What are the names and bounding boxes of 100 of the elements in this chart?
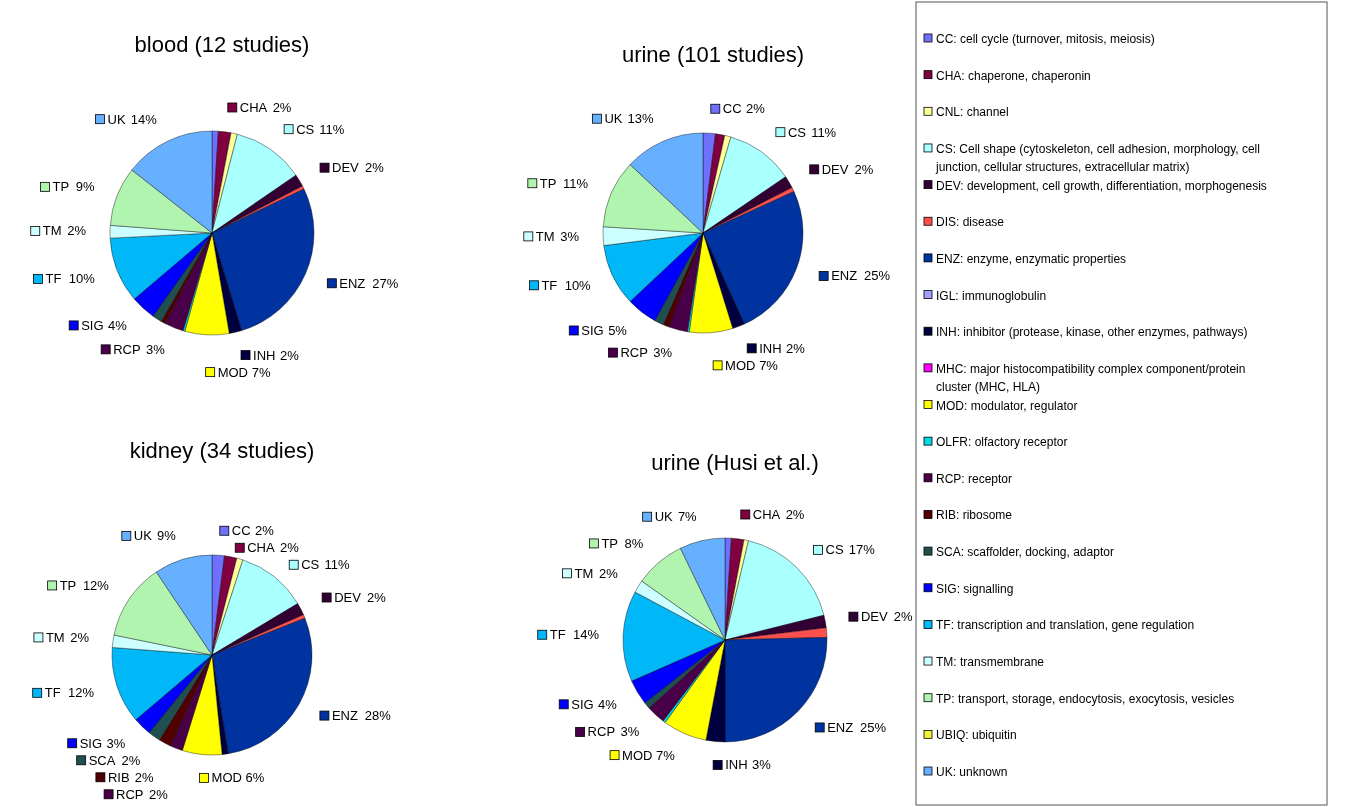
legend-label: CHA [247,540,276,556]
legend-label: TP [59,577,77,593]
data-label: 11% [319,121,345,137]
category-label: SCA: scaffolder, docking, adaptor [936,545,1114,560]
legend-label: ENZ [331,708,358,724]
legend-label: TM [42,223,62,239]
data-label: 25% [863,268,891,284]
legend-label: UK [133,528,153,544]
legend-label: TF [541,277,558,293]
legend-label: UK [654,509,674,525]
data-label: 2% [280,540,300,556]
data-label: 10% [564,277,592,293]
data-label: 2% [148,786,169,802]
data-label: 9% [75,179,95,195]
data-label: 2% [786,340,806,356]
legend-label: RCP [113,341,141,357]
legend-label: SIG [81,317,104,333]
data-label: 2% [279,347,300,363]
legend-label: MOD [211,770,242,786]
data-label: 4% [598,696,618,712]
legend-label: MOD [622,747,653,763]
legend-label: MOD [217,364,249,380]
category-label: ENZ: enzyme, enzymatic properties [936,251,1127,266]
data-label: 14% [130,111,158,127]
legend-label: RIB [107,769,130,785]
legend-label: ENZ [831,268,858,284]
legend-label: DEV [860,609,888,625]
legend-label: SCA [88,752,116,768]
data-label: 28% [364,708,392,724]
chart-title: blood (12 studies) [134,32,310,57]
legend-label: DEV [332,160,360,176]
legend-label: SIG [79,735,103,751]
category-label: DIS: disease [936,215,1005,230]
legend-label: ENZ [339,275,366,291]
data-label: 25% [860,719,887,735]
data-label: 2% [366,590,387,606]
data-label: 11% [811,124,837,140]
legend-label: INH [759,340,782,356]
legend-label: CC [231,523,251,539]
data-label: 14% [572,627,600,643]
data-label: 27% [372,275,399,291]
data-label: 2% [134,769,155,785]
data-label: 2% [364,160,385,176]
data-label: 2% [70,629,90,645]
legend-label: CS [787,124,807,140]
chart-title: urine (Husi et al.) [651,450,819,475]
legend-label: MOD [725,357,756,373]
data-label: 2% [67,223,87,239]
data-label: 17% [848,542,876,558]
category-label: UK: unknown [936,765,1008,779]
category-label: TM: transmembrane [936,655,1045,670]
data-label: 2% [255,523,275,539]
legend-label: CHA [239,99,268,115]
data-label: 7% [656,747,676,763]
legend-label: CHA [752,506,781,522]
data-label: 3% [752,757,772,773]
legend-label: CS [296,121,315,137]
data-label: 7% [759,357,779,373]
legend-label: TP [52,179,70,195]
category-label: UBIQ: ubiquitin [936,728,1017,743]
category-label: TF: transcription and translation, gene regulation [936,618,1195,633]
category-label: RIB: ribosome [936,508,1013,523]
legend-label: INH [253,347,276,363]
data-label: 3% [620,724,640,740]
data-label: 7% [251,364,271,380]
category-label: INH: inhibitor (protease, kinase, other enzymes, pathways) [936,325,1248,340]
data-label: 12% [67,685,95,701]
data-label: 13% [627,111,655,127]
data-label: 2% [121,752,141,768]
data-label: 2% [272,99,292,115]
data-label: 5% [608,322,628,338]
category-label: CHA: chaperone, chaperonin [936,68,1091,83]
category-label: MOD: modulator, regulator [936,398,1078,413]
category-label: DEV: development, cell growth, differentiation, morphogenesis [936,178,1267,193]
category-label: CC: cell cycle (turnover, mitosis, meiosis) [936,32,1155,46]
legend-label: TF [44,685,61,701]
legend-label: CC [722,101,742,117]
legend-label: TP [601,535,619,551]
data-label: 3% [146,341,166,357]
data-label: 9% [157,528,177,544]
data-label: 8% [624,535,644,551]
legend-label: TF [549,627,566,643]
category-label: SIG: signalling [936,581,1014,596]
legend-label: TM [574,565,594,581]
legend-label: ENZ [827,719,854,735]
data-label: 6% [245,770,265,786]
legend-label: RCP [620,345,648,361]
data-label: 3% [106,735,126,751]
legend-label: TM [45,629,65,645]
data-label: 11% [324,557,350,573]
legend-label: TP [539,175,557,191]
legend-label: TF [45,271,62,287]
category-label: RCP: receptor [936,471,1013,486]
category-label: OLFR: olfactory receptor [936,435,1068,450]
data-label: 10% [68,271,96,287]
data-label: 2% [893,609,913,625]
data-label: 2% [854,161,874,177]
legend-label: TM [535,228,555,244]
data-label: 7% [677,509,698,525]
data-label: 2% [598,565,619,581]
